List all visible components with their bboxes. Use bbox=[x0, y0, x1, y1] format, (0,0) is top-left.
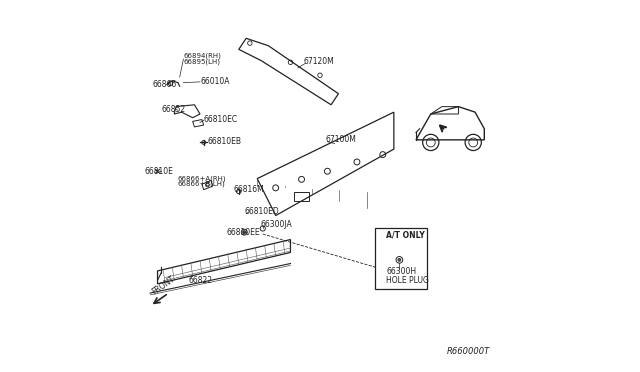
Text: 66810ED: 66810ED bbox=[244, 207, 279, 217]
Text: 67120M: 67120M bbox=[303, 57, 334, 66]
Text: A/T ONLY: A/T ONLY bbox=[387, 231, 425, 240]
Text: 66810EB: 66810EB bbox=[207, 137, 241, 146]
Bar bbox=[294, 192, 309, 201]
Text: 66810EC: 66810EC bbox=[204, 115, 238, 124]
Text: 66822: 66822 bbox=[189, 276, 213, 285]
Circle shape bbox=[398, 259, 401, 261]
Text: FRONT: FRONT bbox=[150, 275, 176, 297]
Text: R660000T: R660000T bbox=[447, 347, 490, 356]
Text: 66866+A(RH): 66866+A(RH) bbox=[178, 175, 227, 182]
Text: 66895(LH): 66895(LH) bbox=[184, 59, 220, 65]
Text: 66810E: 66810E bbox=[145, 167, 173, 176]
Text: 66852: 66852 bbox=[161, 105, 186, 114]
Text: 66866: 66866 bbox=[152, 80, 176, 89]
Text: 66810EE: 66810EE bbox=[227, 228, 260, 237]
Text: 66866+B(LH): 66866+B(LH) bbox=[178, 181, 225, 187]
Circle shape bbox=[243, 231, 246, 234]
Text: 66300JA: 66300JA bbox=[261, 220, 292, 229]
Text: 67100M: 67100M bbox=[326, 135, 356, 144]
Text: HOLE PLUG: HOLE PLUG bbox=[387, 276, 429, 285]
Text: 66010A: 66010A bbox=[200, 77, 230, 86]
Text: 66816M: 66816M bbox=[233, 185, 264, 194]
Text: 66300H: 66300H bbox=[387, 267, 417, 276]
Text: 66894(RH): 66894(RH) bbox=[184, 53, 221, 59]
